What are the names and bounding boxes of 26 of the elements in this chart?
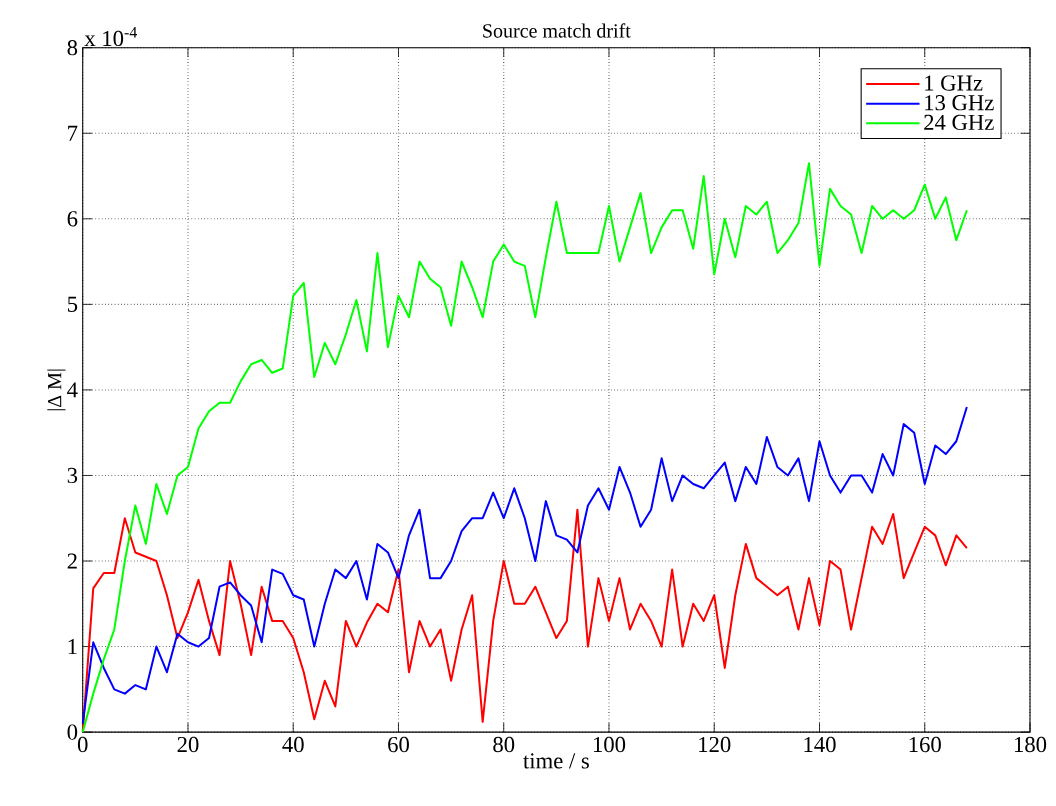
x-tick-label: 180 — [1014, 737, 1047, 753]
y-tick-label: 4 — [67, 382, 78, 398]
y-tick-label: 8 — [67, 40, 78, 56]
y-tick-label: 7 — [68, 126, 78, 141]
x-tick-label: 20 — [177, 737, 199, 753]
y-tick-label: 0 — [67, 724, 78, 741]
x-tick-label: 160 — [909, 737, 941, 753]
x-axis-title: time / s — [523, 753, 589, 769]
y-tick-label: 6 — [67, 211, 78, 227]
x-tick-label: 60 — [388, 737, 409, 753]
y-tick-label: 2 — [67, 553, 77, 569]
x-tick-label: 120 — [699, 737, 731, 753]
x-tick-label: 80 — [493, 737, 515, 753]
x-tick-label: 100 — [593, 737, 626, 753]
x-tick-label: 40 — [282, 737, 304, 753]
x-tick-label: 140 — [804, 737, 836, 753]
line-series — [81, 406, 968, 725]
chart-title: Source match drift — [483, 23, 631, 38]
legend-label: 24 GHz — [924, 115, 994, 131]
y-tick-label: 3 — [67, 468, 78, 484]
y-tick-label: 1 — [68, 639, 77, 655]
legend-label: 13 GHz — [925, 95, 994, 111]
y-tick-label: 5 — [67, 297, 78, 313]
legend-label: 1 GHz — [925, 75, 983, 91]
text: x 10$^{-4}$ — [84, 27, 137, 47]
y-axis-title: |Δ M| — [47, 369, 66, 411]
